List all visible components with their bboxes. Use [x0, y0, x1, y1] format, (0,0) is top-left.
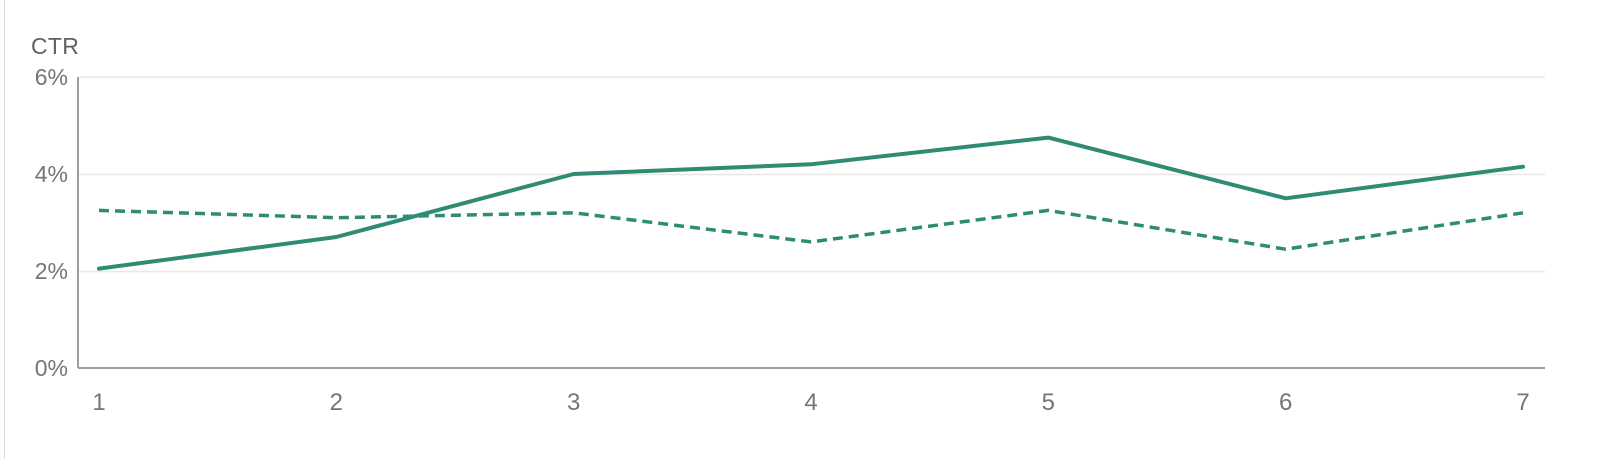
solid-ctr-series-line[interactable]	[97, 135, 1525, 271]
x-tick-6: 6	[1279, 389, 1293, 416]
y-tick-0pct: 0%	[34, 354, 68, 381]
x-tick-7: 7	[1516, 389, 1530, 416]
y-axis-title: CTR	[31, 33, 80, 59]
gridlines	[78, 76, 1545, 273]
page-edge-line	[4, 0, 5, 459]
dashed-ctr-series-line[interactable]	[98, 208, 1524, 251]
y-tick-4pct: 4%	[34, 161, 68, 187]
x-tick-1: 1	[92, 389, 106, 416]
x-tick-5: 5	[1041, 389, 1055, 416]
y-tick-6pct: 6%	[34, 63, 68, 90]
x-tick-4: 4	[804, 389, 818, 416]
y-tick-2pct: 2%	[34, 258, 68, 284]
x-tick-3: 3	[567, 389, 581, 416]
x-tick-2: 2	[329, 389, 343, 416]
